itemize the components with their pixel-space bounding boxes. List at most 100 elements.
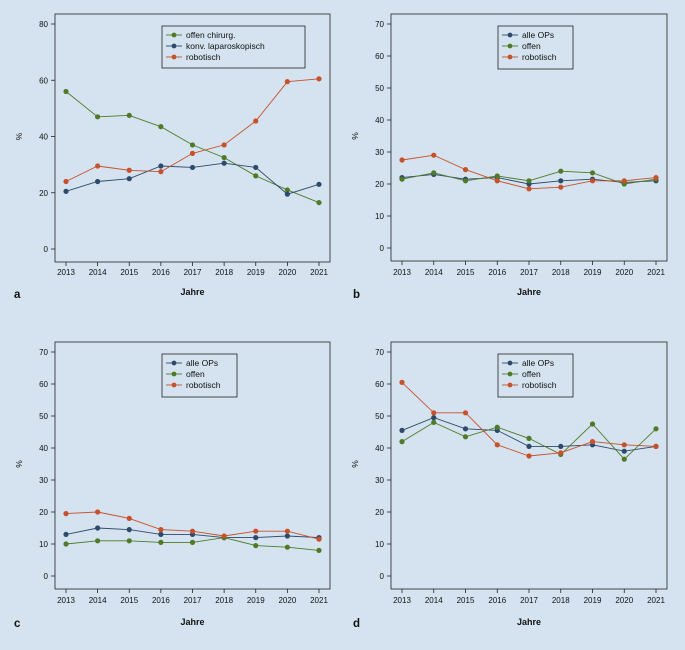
x-tick-label: 2014 [89, 596, 107, 605]
x-tick-label: 2013 [57, 268, 75, 277]
y-tick-label: 70 [39, 348, 48, 357]
legend-box [161, 353, 238, 398]
data-point-robotisch [526, 453, 532, 459]
legend-swatch-marker [507, 371, 513, 377]
data-point-robotisch [494, 178, 500, 184]
data-point-offen [284, 187, 290, 193]
data-point-robotisch [126, 167, 132, 173]
legend-label: robotisch [522, 380, 557, 390]
data-point-robotisch [284, 79, 290, 85]
data-point-offen [621, 456, 627, 462]
x-tick-label: 2014 [425, 596, 443, 605]
y-axis-label: % [350, 132, 360, 140]
data-point-offen [316, 547, 322, 554]
data-point-robotisch [158, 169, 164, 175]
x-tick-label: 2016 [488, 596, 506, 605]
x-axis-label: Jahre [517, 287, 541, 297]
y-tick-label: 20 [375, 508, 384, 517]
y-tick-label: 60 [375, 52, 384, 61]
x-tick-label: 2015 [457, 268, 475, 277]
x-tick-label: 2019 [247, 268, 265, 277]
data-point-offen [431, 170, 437, 176]
y-tick-label: 60 [39, 76, 48, 85]
data-point-offen [462, 178, 469, 184]
data-point-robotisch [158, 527, 164, 533]
data-point-alle [284, 533, 290, 539]
x-tick-label: 2021 [647, 268, 665, 277]
data-point-robotisch [399, 379, 405, 385]
legend-label: robotisch [522, 52, 557, 62]
data-point-robotisch [95, 163, 101, 169]
x-tick-label: 2016 [488, 268, 506, 277]
panel-letter: d [353, 618, 360, 630]
data-point-robotisch [653, 175, 659, 181]
data-point-alle [526, 443, 532, 449]
data-point-robotisch [431, 410, 437, 416]
data-point-robotisch [526, 186, 532, 192]
x-tick-label: 2017 [520, 268, 538, 277]
data-point-robotisch [399, 157, 405, 163]
y-tick-label: 80 [39, 20, 48, 29]
legend-box [161, 25, 306, 69]
data-point-robotisch [126, 515, 132, 522]
data-point-offen [95, 538, 101, 544]
data-point-robotisch [284, 528, 290, 534]
data-point-robotisch [189, 150, 196, 156]
data-point-offen [63, 541, 69, 547]
x-tick-label: 2018 [215, 268, 233, 277]
data-point-offen [126, 538, 132, 544]
data-point-offen [494, 424, 500, 430]
data-point-konv [189, 164, 196, 171]
x-tick-label: 2018 [552, 596, 570, 605]
legend-label: offen [522, 369, 541, 379]
data-point-konv [126, 176, 132, 182]
y-tick-label: 50 [39, 412, 48, 421]
data-point-alle [621, 448, 627, 454]
x-tick-label: 2016 [152, 596, 170, 605]
data-point-offen [526, 435, 532, 441]
legend-swatch-marker [507, 360, 513, 366]
data-point-konv [284, 191, 290, 197]
panel-c: 0 10 20 30 40 50 60 70 2013 2014 2015 2016 2017 2018 2… [14, 341, 331, 630]
y-tick-label: 70 [375, 20, 384, 29]
data-point-alle [158, 531, 164, 538]
data-point-offen [221, 154, 227, 161]
y-tick-label: 30 [375, 476, 384, 485]
legend-box [497, 25, 574, 70]
y-axis-label: % [14, 460, 24, 468]
y-axis-label: % [14, 132, 24, 140]
data-point-offen [558, 168, 564, 174]
y-tick-label: 50 [375, 84, 384, 93]
data-point-robotisch [253, 528, 259, 534]
legend-swatch-marker [171, 54, 177, 60]
y-tick-label: 60 [375, 380, 384, 389]
data-point-konv [316, 181, 322, 187]
data-point-robotisch [63, 510, 69, 517]
data-point-robotisch [316, 76, 322, 82]
data-point-robotisch [621, 442, 627, 448]
y-tick-label: 30 [375, 148, 384, 157]
y-tick-label: 40 [375, 444, 384, 453]
y-tick-label: 40 [39, 133, 48, 142]
y-tick-label: 50 [375, 412, 384, 421]
x-tick-label: 2017 [520, 596, 538, 605]
data-point-offen [526, 178, 532, 184]
data-point-robotisch [221, 142, 227, 148]
x-tick-label: 2021 [647, 596, 665, 605]
x-axis-label: Jahre [517, 617, 541, 627]
legend-swatch-marker [507, 32, 513, 38]
data-point-robotisch [589, 178, 596, 184]
data-point-offen [316, 199, 322, 206]
data-point-offen [431, 419, 437, 425]
panel-letter: a [14, 289, 21, 301]
legend-box [497, 353, 574, 398]
y-tick-label: 20 [39, 508, 48, 517]
y-tick-label: 0 [380, 244, 385, 253]
data-point-offen [253, 543, 259, 549]
x-axis-label: Jahre [180, 287, 204, 297]
data-point-robotisch [621, 178, 627, 184]
data-point-robotisch [462, 410, 469, 416]
data-point-alle [63, 531, 69, 538]
data-point-robotisch [494, 442, 500, 448]
